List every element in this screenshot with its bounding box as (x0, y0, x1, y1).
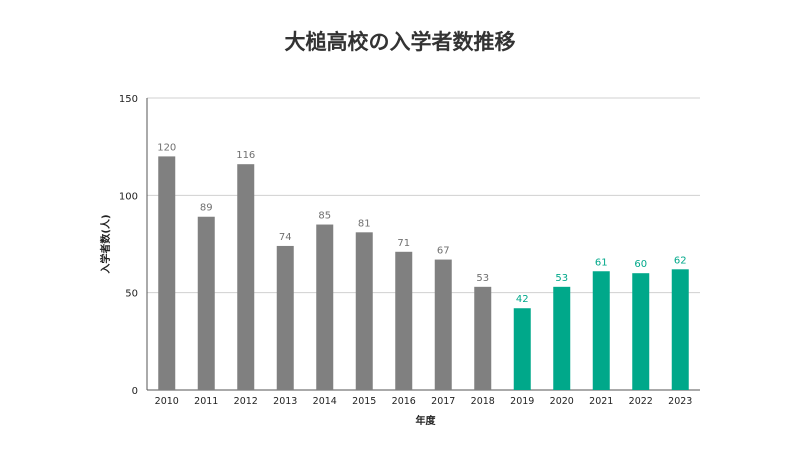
data-label: 62 (674, 255, 687, 266)
y-tick-label: 150 (119, 94, 138, 105)
data-label: 67 (437, 246, 450, 257)
y-tick-label: 50 (125, 289, 138, 300)
bar (276, 245, 294, 390)
x-tick-label: 2023 (668, 396, 692, 407)
data-label: 120 (157, 142, 176, 153)
bar (592, 271, 610, 390)
data-label: 81 (358, 218, 371, 229)
y-tick-label: 0 (132, 386, 138, 397)
bar (474, 286, 492, 390)
x-axis-label: 年度 (416, 414, 437, 427)
x-tick-label: 2018 (471, 396, 495, 407)
bar (158, 156, 176, 390)
y-axis-label: 入学者数(人) (99, 214, 112, 273)
bar (237, 164, 255, 390)
data-label: 74 (279, 232, 292, 243)
data-label: 85 (318, 211, 331, 222)
x-tick-label: 2013 (273, 396, 297, 407)
x-tick-label: 2010 (155, 396, 179, 407)
data-label: 61 (595, 257, 608, 268)
bar (434, 259, 452, 390)
bar (553, 286, 571, 390)
x-tick-label: 2021 (589, 396, 613, 407)
x-tick-label: 2012 (234, 396, 258, 407)
data-label: 42 (516, 294, 529, 305)
chart-title: 大槌高校の入学者数推移 (284, 30, 516, 54)
data-label: 71 (397, 238, 410, 249)
bar (395, 251, 413, 390)
x-tick-label: 2017 (431, 396, 455, 407)
x-tick-label: 2022 (629, 396, 653, 407)
data-label: 53 (555, 273, 568, 284)
x-tick-label: 2019 (510, 396, 534, 407)
data-label: 89 (200, 203, 213, 214)
y-tick-label: 100 (119, 191, 138, 202)
bar (513, 308, 531, 390)
bar (632, 273, 650, 390)
bar (355, 232, 373, 390)
x-tick-label: 2011 (194, 396, 218, 407)
data-label: 116 (236, 150, 255, 161)
bar (671, 269, 689, 390)
data-label: 60 (634, 259, 647, 270)
x-tick-label: 2020 (550, 396, 574, 407)
data-label: 53 (476, 273, 489, 284)
x-tick-label: 2016 (392, 396, 416, 407)
x-tick-label: 2015 (352, 396, 376, 407)
bar (316, 224, 334, 390)
x-tick-label: 2014 (313, 396, 337, 407)
bar (197, 216, 215, 390)
